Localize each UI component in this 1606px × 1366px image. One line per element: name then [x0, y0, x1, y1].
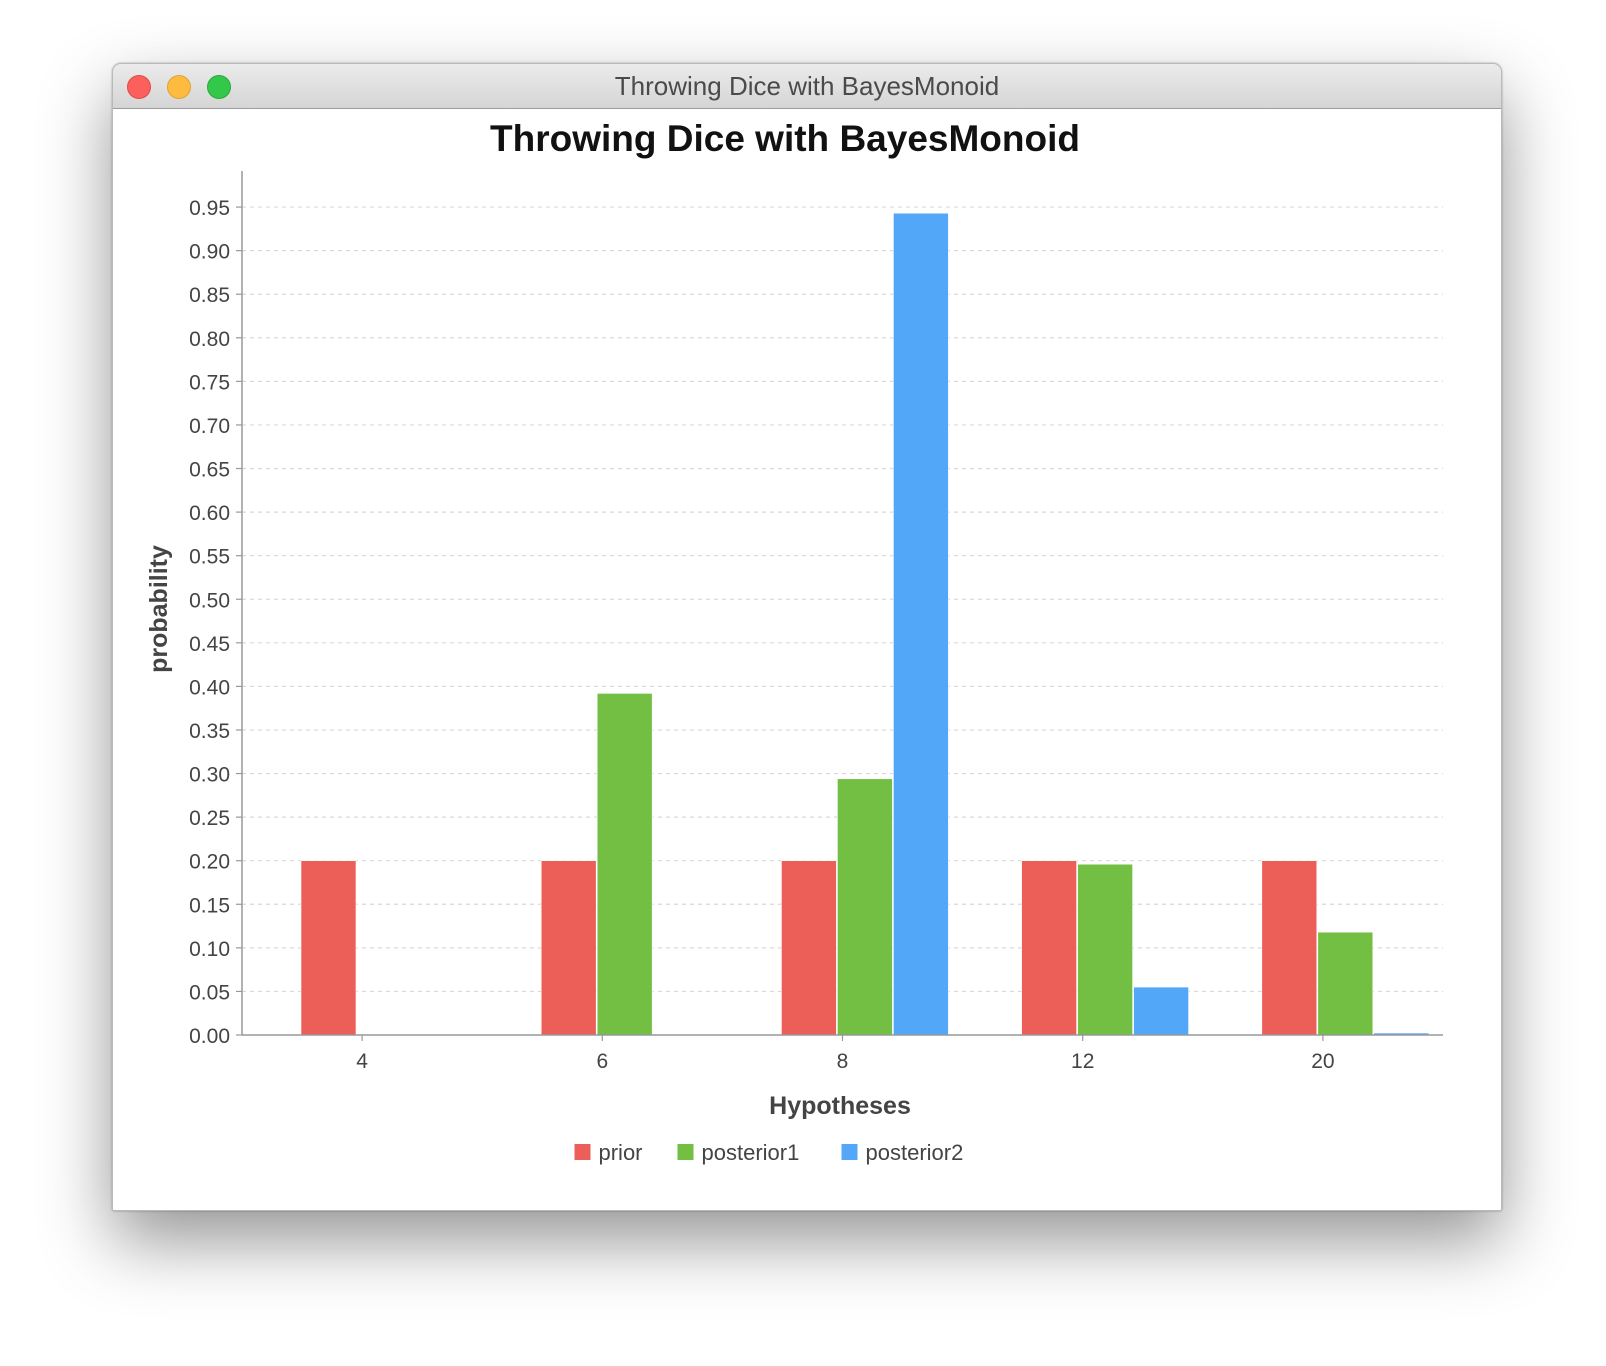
minimize-window-button[interactable] [167, 75, 191, 99]
y-axis-label: probability [145, 545, 173, 673]
y-axis-ticks: 0.00 0.05 0.10 0.15 0.20 0.25 0.30 0.35 0.40 0.45… [189, 197, 242, 1048]
chart-panel: Throwing Dice with BayesMonoid 0.00 0.05 0… [113, 109, 1501, 1210]
y-tick-label: 0.80 [189, 328, 230, 351]
bar-chart: Throwing Dice with BayesMonoid 0.000.050… [145, 118, 1443, 1165]
chart-title: Throwing Dice with BayesMonoid [490, 118, 1080, 159]
bar-posterior1-6 [596, 693, 653, 1036]
y-tick-label: 0.50 [189, 589, 230, 612]
bar-posterior1-12 [1077, 863, 1133, 1036]
y-tick-label: 0.55 [189, 546, 230, 569]
bars [300, 212, 1430, 1036]
y-tick-label: 0.25 [189, 807, 230, 830]
window-title: Throwing Dice with BayesMonoid [614, 71, 1000, 101]
x-tick-label: 4 [356, 1050, 368, 1073]
y-tick-label: 0.70 [189, 415, 230, 438]
bar-prior-6 [540, 860, 597, 1036]
app-window: Throwing Dice with BayesMonoid Throwing … [112, 63, 1502, 1211]
y-tick-label: 0.95 [189, 197, 230, 220]
bar-prior-4 [300, 860, 357, 1036]
legend: prior posterior1 posterior2 [574, 1140, 964, 1165]
bar-posterior2-8 [893, 212, 949, 1036]
bar-prior-8 [781, 860, 837, 1036]
bar-prior-12 [1021, 860, 1077, 1036]
close-window-button[interactable] [127, 75, 151, 99]
bar-prior-20 [1261, 860, 1318, 1036]
y-tick-label: 0.85 [189, 284, 230, 307]
bar-posterior1-8 [837, 778, 893, 1036]
title-bar[interactable]: Throwing Dice with BayesMonoid [113, 64, 1501, 109]
x-tick-label: 6 [596, 1050, 608, 1073]
y-tick-label: 0.45 [189, 633, 230, 656]
legend-swatch-posterior1 [677, 1144, 694, 1160]
y-tick-label: 0.30 [189, 764, 230, 787]
x-tick-label: 20 [1311, 1050, 1334, 1073]
legend-label-prior: prior [599, 1140, 643, 1165]
y-tick-label: 0.90 [189, 241, 230, 264]
x-axis-ticks: 4 6 8 12 20 [356, 1035, 1335, 1073]
y-tick-label: 0.20 [189, 851, 230, 874]
x-tick-label: 8 [837, 1050, 849, 1073]
y-tick-label: 0.40 [189, 676, 230, 699]
legend-swatch-posterior2 [841, 1144, 858, 1160]
bar-posterior1-20 [1317, 931, 1374, 1036]
y-tick-label: 0.05 [189, 981, 230, 1004]
y-tick-label: 0.15 [189, 894, 230, 917]
legend-label-posterior2: posterior2 [866, 1140, 964, 1165]
y-tick-label: 0.65 [189, 459, 230, 482]
legend-label-posterior1: posterior1 [702, 1140, 800, 1165]
maximize-window-button[interactable] [207, 75, 231, 99]
x-tick-label: 12 [1071, 1050, 1094, 1073]
bar-posterior2-12 [1133, 986, 1189, 1036]
y-tick-label: 0.35 [189, 720, 230, 743]
y-tick-label: 0.10 [189, 938, 230, 961]
y-tick-label: 0.75 [189, 371, 230, 394]
y-tick-label: 0.00 [189, 1025, 230, 1048]
y-tick-label: 0.60 [189, 502, 230, 525]
x-axis-label: Hypotheses [769, 1092, 911, 1120]
legend-swatch-prior [574, 1144, 591, 1160]
